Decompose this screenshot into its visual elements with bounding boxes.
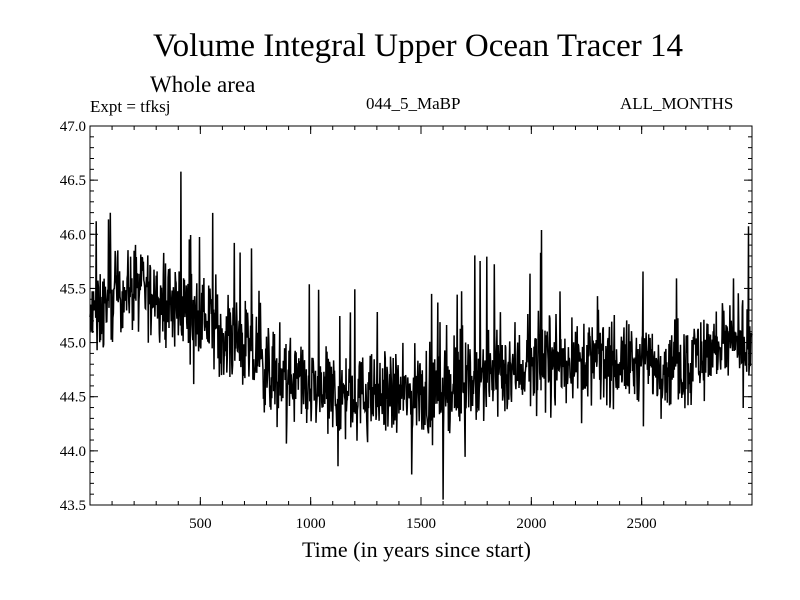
y-tick-label: 44.5 [60,390,86,406]
x-tick-label: 500 [189,516,212,532]
y-tick-label: 43.5 [60,498,86,514]
x-tick-label: 2500 [627,516,657,532]
y-tick-label: 47.0 [60,119,86,135]
x-axis-label: Time (in years since start) [302,537,531,562]
x-tick-label: 1500 [406,516,436,532]
y-tick-label: 46.0 [60,227,86,243]
chart-subtitle: Whole area [150,72,256,97]
experiment-label: Expt = tfksj [90,97,171,116]
y-tick-label: 45.5 [60,281,86,297]
chart-title: Volume Integral Upper Ocean Tracer 14 [153,28,683,64]
series-line [89,171,753,500]
run-label: 044_5_MaBP [366,94,461,113]
y-tick-label: 46.5 [60,173,86,189]
y-tick-label: 45.0 [60,336,86,352]
x-tick-label: 2000 [516,516,546,532]
y-tick-label: 44.0 [60,444,86,460]
x-tick-label: 1000 [296,516,326,532]
series-layer [89,171,753,500]
axis-ticks: 43.5 44.0 44.5 45.0 45.5 46.0 46.5 47.0 500 1000 1… [60,119,752,532]
months-label: ALL_MONTHS [620,94,734,113]
